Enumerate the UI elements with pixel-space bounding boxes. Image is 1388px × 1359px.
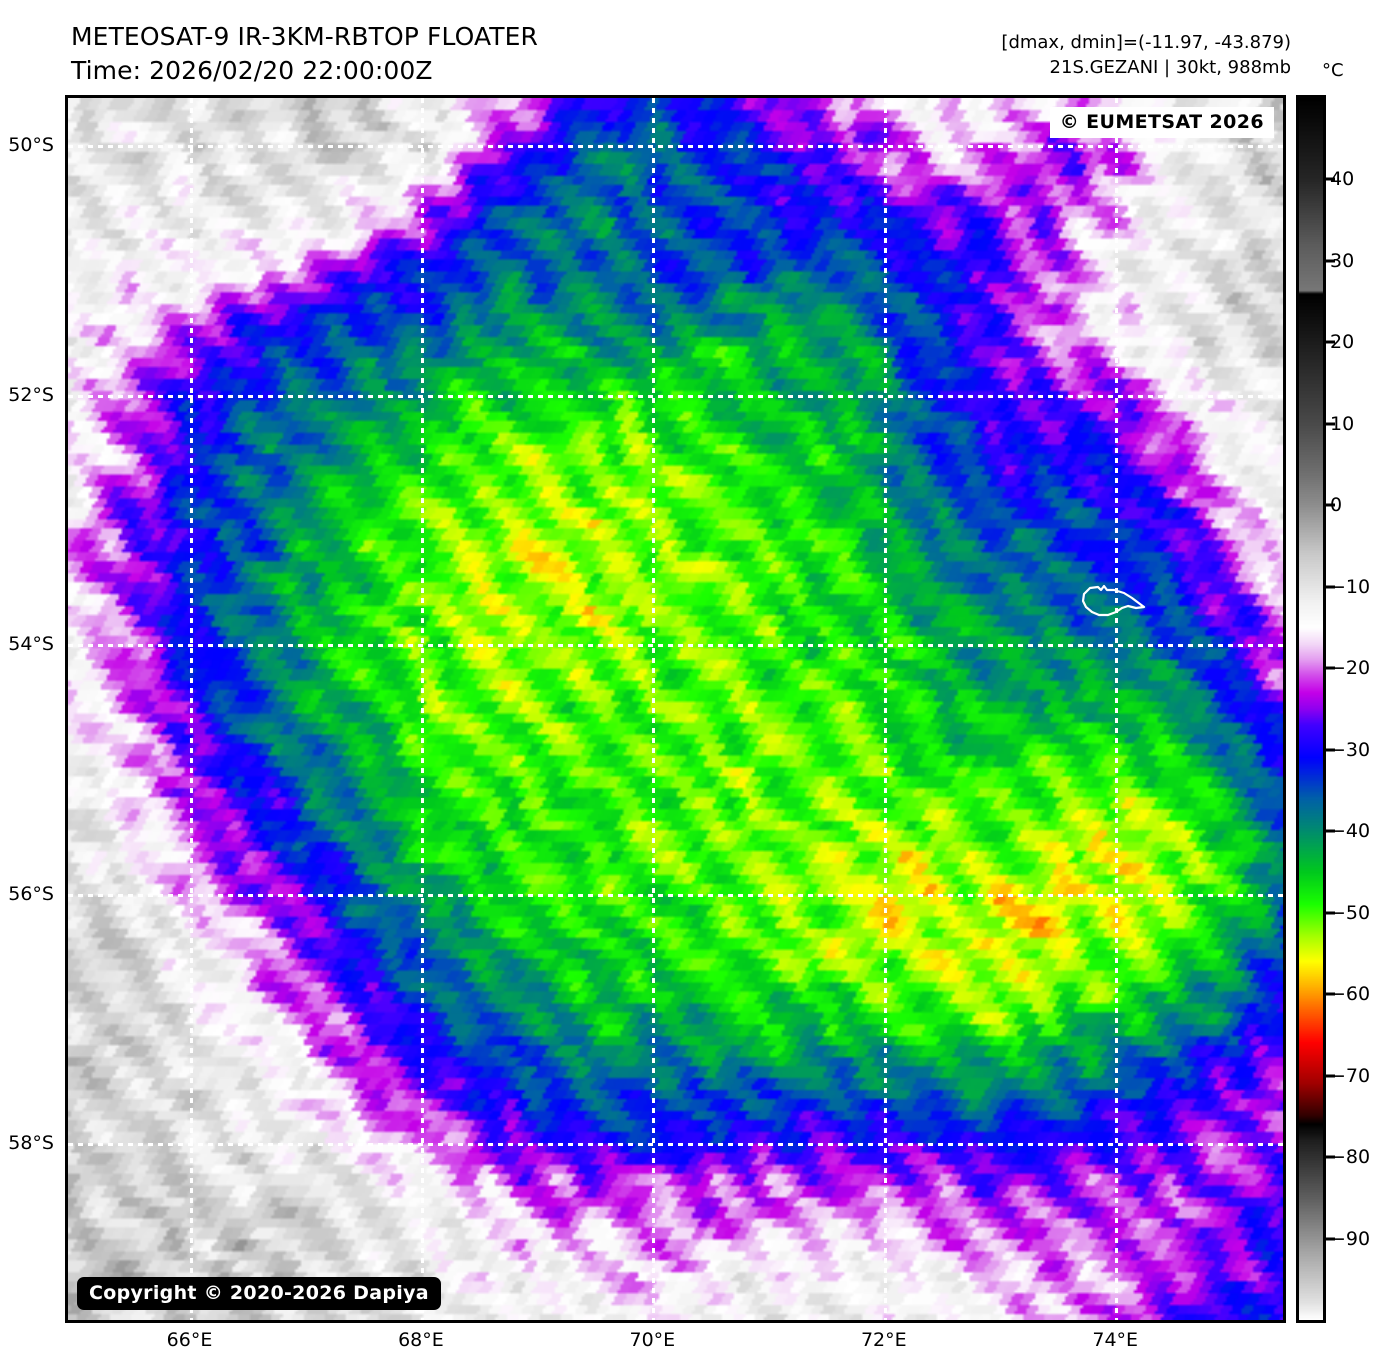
- latitude-tick-label: 52°S: [8, 383, 54, 406]
- colorbar-tick--10: −10: [1330, 575, 1371, 598]
- colorbar-tick-mark: [1326, 422, 1335, 426]
- eumetsat-attribution-badge: © EUMETSAT 2026: [1049, 107, 1274, 138]
- longitude-tick-label: 74°E: [1092, 1329, 1139, 1351]
- gridline-meridian: [1115, 98, 1119, 1320]
- colorbar-unit-label: °C: [1322, 60, 1344, 81]
- colorbar-tick-mark: [1326, 666, 1335, 670]
- product-title: METEOSAT-9 IR-3KM-RBTOP FLOATER: [71, 22, 538, 51]
- colorbar-tick-mark: [1326, 829, 1335, 833]
- longitude-tick-label: 66°E: [166, 1329, 213, 1351]
- colorbar-tick--70: −70: [1330, 1064, 1371, 1087]
- colorbar-tick--50: −50: [1330, 901, 1371, 924]
- gridline-parallel: [68, 1142, 1283, 1146]
- colorbar-tick-mark: [1326, 911, 1335, 915]
- colorbar-tick-30: 30: [1330, 249, 1355, 272]
- colorbar-tick-mark: [1326, 503, 1335, 507]
- colorbar-tick--20: −20: [1330, 657, 1371, 680]
- colorbar-tick-20: 20: [1330, 331, 1355, 354]
- island-outline-icon: [1081, 584, 1146, 617]
- longitude-tick-label: 70°E: [629, 1329, 676, 1351]
- colorbar-tick-mark: [1326, 1155, 1335, 1159]
- colorbar-tick--60: −60: [1330, 983, 1371, 1006]
- page-title: METEOSAT-9 IR-3KM-RBTOP FLOATER Time: 20…: [71, 20, 538, 88]
- gridline-meridian: [420, 98, 424, 1320]
- colorbar-tick-0: 0: [1330, 494, 1343, 517]
- gridline-meridian: [652, 98, 656, 1320]
- colorbar-tick-mark: [1326, 259, 1335, 263]
- colorbar-tick-40: 40: [1330, 168, 1355, 191]
- colorbar-gradient: [1299, 98, 1323, 1320]
- copyright-badge: Copyright © 2020-2026 Dapiya: [77, 1277, 441, 1310]
- colorbar-tick-mark: [1326, 1237, 1335, 1241]
- latitude-tick-label: 50°S: [8, 134, 54, 157]
- colorbar-tick-mark: [1326, 748, 1335, 752]
- colorbar-tick--40: −40: [1330, 820, 1371, 843]
- temperature-colorbar[interactable]: [1296, 95, 1326, 1323]
- colorbar-tick--90: −90: [1330, 1227, 1371, 1250]
- colorbar-tick--80: −80: [1330, 1146, 1371, 1169]
- graticule-grid: [68, 98, 1283, 1320]
- colorbar-tick-mark: [1326, 177, 1335, 181]
- observation-time: Time: 2026/02/20 22:00:00Z: [71, 56, 433, 85]
- latitude-tick-label: 56°S: [8, 882, 54, 905]
- satellite-image-plot[interactable]: © EUMETSAT 2026 Copyright © 2020-2026 Da…: [65, 95, 1286, 1323]
- storm-summary: 21S.GEZANI | 30kt, 988mb: [1049, 57, 1291, 78]
- colorbar-tick-mark: [1326, 1074, 1335, 1078]
- colorbar-tick-10: 10: [1330, 412, 1355, 435]
- latitude-tick-label: 54°S: [8, 633, 54, 656]
- colorbar-tick-mark: [1326, 340, 1335, 344]
- longitude-tick-label: 68°E: [398, 1329, 444, 1351]
- satellite-infrared-raster: [68, 98, 1283, 1320]
- gridline-parallel: [68, 644, 1283, 648]
- gridline-meridian: [883, 98, 887, 1320]
- colorbar-tick--30: −30: [1330, 738, 1371, 761]
- longitude-tick-label: 72°E: [860, 1329, 907, 1351]
- colorbar-tick-mark: [1326, 585, 1335, 589]
- dmax-dmin-readout: [dmax, dmin]=(-11.97, -43.879): [1001, 32, 1291, 53]
- metadata-block: [dmax, dmin]=(-11.97, -43.879) 21S.GEZAN…: [1001, 30, 1291, 80]
- gridline-parallel: [68, 394, 1283, 398]
- colorbar-tick-mark: [1326, 992, 1335, 996]
- gridline-parallel: [68, 893, 1283, 897]
- gridline-parallel: [68, 145, 1283, 149]
- gridline-meridian: [189, 98, 193, 1320]
- latitude-tick-label: 58°S: [8, 1131, 54, 1154]
